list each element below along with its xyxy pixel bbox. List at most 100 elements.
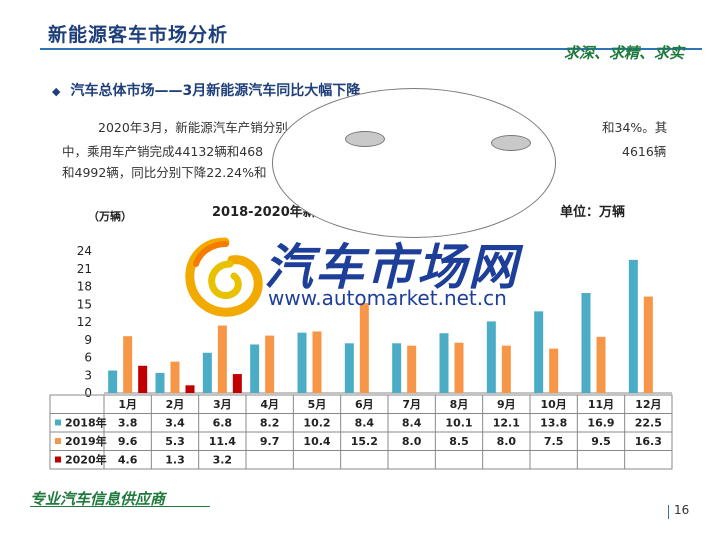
data-label: 8.5 — [449, 435, 469, 448]
bar-2019年-11月 — [596, 336, 606, 393]
slogan: 求深、求精、求实 — [563, 44, 684, 62]
y-tick-label: 15 — [77, 297, 92, 311]
data-label: 22.5 — [635, 417, 662, 430]
x-tick-label: 12月 — [635, 398, 661, 411]
smiley-face-overlay — [272, 88, 556, 238]
bar-2019年-1月 — [123, 336, 133, 393]
legend-label: 2020年 — [65, 453, 107, 467]
footer-divider — [30, 506, 210, 507]
left-eye — [345, 131, 385, 147]
legend-swatch-2020年 — [55, 456, 61, 463]
legend-label: 2018年 — [65, 416, 107, 430]
x-tick-label: 2月 — [166, 398, 185, 411]
x-tick-label: 4月 — [260, 398, 279, 411]
paragraph-line-1-end: 和34%。其 — [602, 120, 668, 135]
x-tick-label: 1月 — [118, 398, 137, 411]
paragraph-line-2: 中，乘用车产销完成44132辆和468 — [62, 144, 264, 159]
data-label: 10.4 — [303, 435, 330, 448]
data-label: 15.2 — [351, 435, 378, 448]
y-tick-label: 21 — [77, 262, 92, 276]
bar-2018年-3月 — [202, 352, 212, 393]
data-label: 3.4 — [165, 417, 185, 430]
legend-swatch-2019年 — [55, 438, 61, 444]
bar-2019年-6月 — [359, 303, 369, 393]
data-label: 4.6 — [118, 454, 138, 467]
x-tick-label: 10月 — [541, 398, 567, 411]
data-label: 8.2 — [260, 417, 280, 430]
data-label: 8.4 — [355, 417, 375, 430]
bar-2019年-5月 — [312, 331, 322, 393]
bar-2018年-9月 — [486, 321, 496, 393]
legend-label: 2019年 — [65, 434, 107, 448]
page-number: 16 — [674, 503, 690, 517]
y-axis-unit: （万辆） — [88, 210, 132, 223]
bar-2018年-11月 — [581, 293, 591, 393]
watermark-brand-name: 汽车市场网 — [264, 239, 520, 296]
data-label: 9.7 — [260, 435, 280, 448]
y-tick-label: 9 — [84, 333, 92, 347]
y-tick-label: 18 — [77, 280, 92, 294]
title-divider — [40, 48, 702, 50]
x-tick-label: 7月 — [402, 398, 421, 411]
section-subtitle-text: 汽车总体市场——3月新能源汽车同比大幅下降 — [70, 83, 361, 99]
data-label: 11.4 — [209, 435, 236, 448]
bar-2018年-7月 — [392, 343, 402, 393]
paragraph-line-3: 和4992辆，同比分别下降22.24%和 — [62, 165, 267, 180]
x-tick-label: 8月 — [450, 398, 469, 411]
bar-2018年-4月 — [250, 344, 260, 393]
x-tick-label: 6月 — [355, 398, 374, 411]
y-tick-label: 6 — [84, 351, 92, 365]
y-tick-label: 0 — [84, 386, 92, 400]
page-number-bar — [668, 505, 669, 519]
data-label: 8.0 — [497, 435, 517, 448]
data-label: 3.2 — [213, 454, 233, 467]
bar-2020年-1月 — [138, 365, 148, 393]
bar-2018年-1月 — [108, 370, 118, 393]
bar-2019年-4月 — [265, 335, 275, 393]
bar-2019年-3月 — [217, 325, 227, 393]
bar-2019年-10月 — [549, 348, 559, 393]
data-label: 8.4 — [402, 417, 422, 430]
x-tick-label: 9月 — [497, 398, 516, 411]
data-label: 10.2 — [303, 417, 330, 430]
bar-2018年-12月 — [628, 259, 638, 393]
data-label: 1.3 — [165, 454, 185, 467]
bar-2019年-2月 — [170, 361, 180, 393]
x-tick-label: 5月 — [308, 398, 327, 411]
footer-tagline: 专业汽车信息供应商 — [30, 490, 166, 508]
bar-2019年-12月 — [643, 296, 653, 393]
section-subtitle: ◆ 汽车总体市场——3月新能源汽车同比大幅下降 — [52, 80, 360, 100]
data-label: 7.5 — [544, 435, 564, 448]
y-tick-label: 12 — [77, 315, 92, 329]
diamond-bullet-icon: ◆ — [52, 85, 61, 98]
legend-swatch-2018年 — [55, 419, 61, 426]
data-label: 6.8 — [213, 417, 233, 430]
bar-2018年-10月 — [534, 311, 544, 393]
bar-2018年-6月 — [344, 343, 354, 393]
data-label: 16.9 — [587, 417, 614, 430]
bar-2020年-3月 — [232, 374, 242, 393]
bar-2018年-8月 — [439, 333, 449, 393]
swirl-logo-icon — [185, 237, 263, 317]
data-label: 5.3 — [165, 435, 185, 448]
bar-2019年-8月 — [454, 342, 464, 393]
data-label: 8.0 — [402, 435, 422, 448]
data-label: 3.8 — [118, 417, 138, 430]
bar-2018年-2月 — [155, 372, 165, 393]
data-label: 10.1 — [445, 417, 472, 430]
paragraph-line-2-end: 4616辆 — [622, 144, 667, 159]
chart-unit-label: 单位：万辆 — [560, 205, 626, 220]
bar-2019年-7月 — [407, 345, 417, 393]
page-title: 新能源客车市场分析 — [48, 24, 229, 46]
data-label: 16.3 — [635, 435, 662, 448]
x-tick-label: 11月 — [588, 398, 614, 411]
data-label: 13.8 — [540, 417, 567, 430]
right-eye — [491, 135, 531, 151]
y-tick-label: 3 — [84, 368, 92, 382]
chart-title: 2018-2020年新 — [212, 205, 316, 220]
bar-2018年-5月 — [297, 332, 307, 393]
y-tick-label: 24 — [77, 244, 92, 258]
watermark-url: www.automarket.net.cn — [268, 286, 507, 310]
watermark-logo: 汽车市场网 www.automarket.net.cn — [182, 226, 542, 322]
